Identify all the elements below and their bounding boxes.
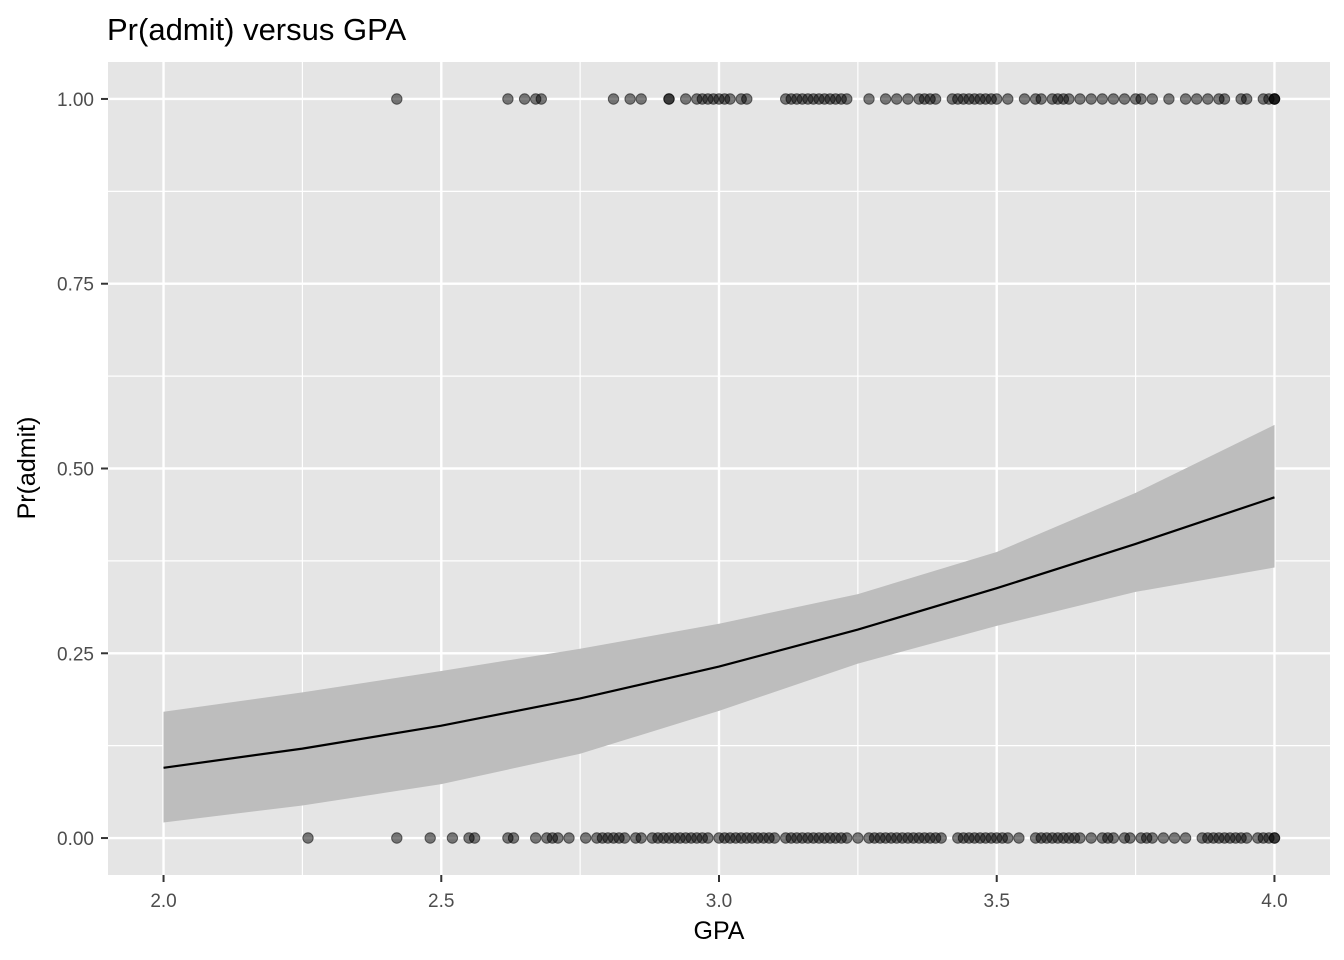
- y-tick-label: 1.00: [57, 90, 94, 111]
- data-point: [1074, 832, 1086, 844]
- data-point: [1241, 832, 1253, 844]
- data-point: [424, 832, 436, 844]
- data-point: [635, 832, 647, 844]
- data-point: [507, 832, 520, 844]
- x-tick-label: 4.0: [1261, 891, 1287, 912]
- y-tick-label: 0.50: [57, 460, 94, 481]
- data-point: [468, 832, 481, 844]
- data-point: [1074, 93, 1086, 105]
- data-point: [1035, 93, 1047, 105]
- data-point: [1063, 93, 1075, 105]
- x-tick-label: 3.0: [706, 891, 732, 912]
- data-point: [302, 832, 314, 844]
- data-point: [1118, 93, 1131, 105]
- data-point: [991, 93, 1003, 105]
- points-layer: [302, 93, 1281, 844]
- data-point: [518, 93, 531, 105]
- data-point: [902, 93, 914, 105]
- data-point: [1268, 93, 1281, 105]
- data-point: [1168, 832, 1181, 844]
- data-point: [1157, 832, 1170, 844]
- data-point: [502, 93, 514, 105]
- data-point: [391, 93, 403, 105]
- y-tick-label: 0.25: [57, 644, 94, 665]
- data-point: [580, 832, 592, 844]
- data-point: [1018, 93, 1031, 105]
- confidence-band-layer: [163, 424, 1275, 823]
- data-point: [563, 832, 575, 844]
- fitted-line: [163, 496, 1275, 769]
- data-point: [1179, 93, 1192, 105]
- data-point: [607, 93, 620, 105]
- data-point: [680, 93, 692, 105]
- data-point: [1096, 93, 1109, 105]
- data-point: [446, 832, 459, 844]
- y-tick-label: 0.00: [57, 829, 94, 850]
- data-point: [768, 832, 781, 844]
- y-axis-title: Pr(admit): [13, 417, 41, 520]
- data-point: [852, 832, 864, 844]
- data-point: [724, 93, 736, 105]
- data-point: [702, 832, 714, 844]
- data-point: [391, 832, 403, 844]
- y-axis: 0.00 0.25 0.50 0.75 1.00: [57, 90, 108, 850]
- data-point: [1218, 93, 1231, 105]
- data-point: [635, 93, 647, 105]
- fit-line-layer: [163, 496, 1275, 769]
- data-point: [1107, 93, 1120, 105]
- data-point: [663, 93, 675, 105]
- data-point: [879, 93, 892, 105]
- data-point: [1135, 93, 1147, 105]
- y-tick-label: 0.75: [57, 275, 94, 296]
- data-point: [1163, 93, 1175, 105]
- data-point: [1179, 832, 1192, 844]
- data-point: [741, 93, 753, 105]
- x-tick-label: 3.5: [984, 891, 1010, 912]
- data-point: [1241, 93, 1253, 105]
- confidence-band: [163, 424, 1275, 823]
- chart-title: Pr(admit) versus GPA: [107, 12, 406, 47]
- data-point: [1146, 832, 1159, 844]
- x-axis: 2.0 2.5 3.0 3.5 4.0: [150, 875, 1288, 912]
- data-point: [624, 93, 636, 105]
- data-point: [1268, 832, 1281, 844]
- data-point: [535, 93, 547, 105]
- data-point: [530, 832, 542, 844]
- data-point: [1085, 832, 1097, 844]
- data-point: [891, 93, 903, 105]
- data-point: [1002, 93, 1014, 105]
- data-point: [1146, 93, 1159, 105]
- data-point: [863, 93, 875, 105]
- data-point: [1202, 93, 1214, 105]
- data-point: [1013, 832, 1025, 844]
- x-axis-title: GPA: [694, 917, 745, 945]
- data-point: [1107, 832, 1120, 844]
- data-point: [841, 832, 853, 844]
- data-point: [841, 93, 853, 105]
- data-point: [935, 832, 947, 844]
- data-point: [1085, 93, 1097, 105]
- data-point: [1191, 93, 1203, 105]
- data-point: [929, 93, 942, 105]
- data-point: [618, 832, 631, 844]
- data-point: [1124, 832, 1136, 844]
- x-tick-label: 2.5: [428, 891, 454, 912]
- data-point: [552, 832, 564, 844]
- data-point: [1002, 832, 1014, 844]
- x-tick-label: 2.0: [150, 891, 176, 912]
